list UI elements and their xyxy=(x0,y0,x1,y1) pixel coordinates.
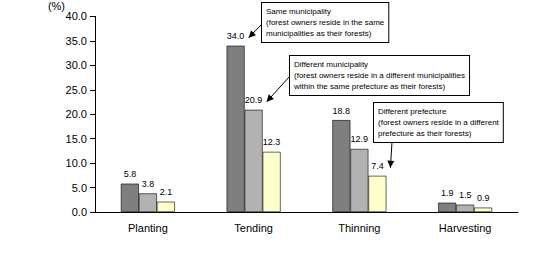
svg-text:(forest owners reside in the s: (forest owners reside in the same xyxy=(266,18,385,27)
svg-text:34.0: 34.0 xyxy=(227,31,245,41)
svg-text:35.0: 35.0 xyxy=(66,35,87,47)
svg-text:Harvesting: Harvesting xyxy=(439,222,492,234)
svg-text:Same municipality: Same municipality xyxy=(266,7,331,16)
svg-text:5.8: 5.8 xyxy=(124,169,137,179)
svg-text:15.0: 15.0 xyxy=(66,133,87,145)
svg-text:Tending: Tending xyxy=(234,222,273,234)
svg-text:1.5: 1.5 xyxy=(459,190,472,200)
svg-text:(forest owners reside in a dif: (forest owners reside in a different mun… xyxy=(294,71,465,80)
svg-text:Different municipality: Different municipality xyxy=(294,60,368,69)
svg-text:(forest owners reside in a dif: (forest owners reside in a different xyxy=(378,118,500,127)
svg-text:(%): (%) xyxy=(48,0,65,12)
svg-text:20.0: 20.0 xyxy=(66,108,87,120)
svg-text:20.9: 20.9 xyxy=(245,95,263,105)
svg-text:12.9: 12.9 xyxy=(351,134,369,144)
svg-text:2.1: 2.1 xyxy=(160,187,173,197)
svg-text:0.0: 0.0 xyxy=(72,206,87,218)
svg-text:7.4: 7.4 xyxy=(371,161,384,171)
svg-text:Thinning: Thinning xyxy=(338,222,380,234)
svg-text:40.0: 40.0 xyxy=(66,10,87,22)
svg-text:18.8: 18.8 xyxy=(333,106,351,116)
svg-text:within the same prefecture as: within the same prefecture as their fore… xyxy=(293,82,446,91)
svg-text:1.9: 1.9 xyxy=(441,188,454,198)
svg-text:municipalities as their forest: municipalities as their forests) xyxy=(266,29,372,38)
svg-text:5.0: 5.0 xyxy=(72,182,87,194)
svg-text:0.9: 0.9 xyxy=(477,193,490,203)
svg-text:25.0: 25.0 xyxy=(66,84,87,96)
svg-text:prefecture as their forests): prefecture as their forests) xyxy=(378,129,472,138)
svg-text:3.8: 3.8 xyxy=(142,179,155,189)
svg-text:12.3: 12.3 xyxy=(263,137,281,147)
svg-text:10.0: 10.0 xyxy=(66,157,87,169)
svg-text:30.0: 30.0 xyxy=(66,59,87,71)
svg-text:Planting: Planting xyxy=(128,222,168,234)
svg-text:Different prefecture: Different prefecture xyxy=(378,107,447,116)
